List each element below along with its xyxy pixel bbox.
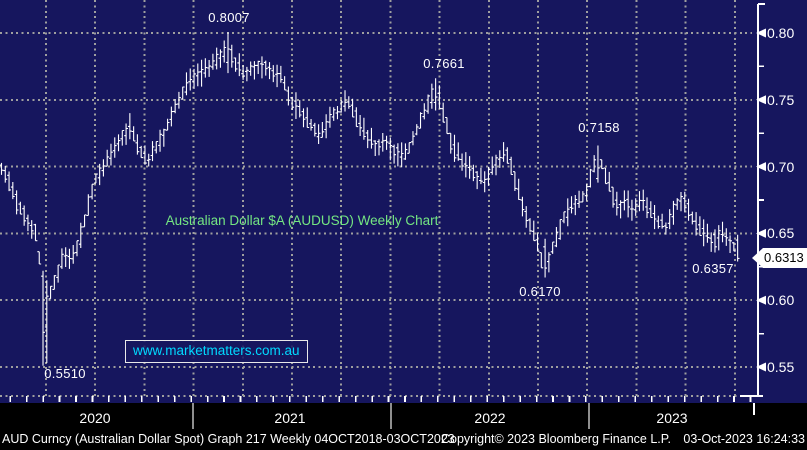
x-axis-year-label: 2022 <box>474 410 506 426</box>
footer-bar: AUD Curncy (Australian Dollar Spot) Grap… <box>0 432 807 448</box>
year-separator <box>192 403 194 429</box>
y-axis-label: 0.75 <box>767 91 795 108</box>
year-separator <box>588 403 590 429</box>
footer-instrument-text: AUD Curncy (Australian Dollar Spot) Grap… <box>2 432 455 446</box>
price-annotation: 0.6357 <box>692 261 734 276</box>
x-axis-area: 2020 2021 2022 2023 AUD Curncy (Australian … <box>0 403 807 450</box>
watermark-link-box[interactable]: www.marketmatters.com.au <box>125 340 308 363</box>
last-price-tag: 0.6313 <box>752 248 807 268</box>
price-annotation: 0.5510 <box>44 366 86 381</box>
x-axis-year-label: 2020 <box>79 410 111 426</box>
ohlc-price-chart <box>0 0 766 402</box>
footer-copyright-text: Copyright© 2023 Bloomberg Finance L.P. <box>441 432 671 446</box>
footer-timestamp: 03-Oct-2023 16:24:33 <box>683 432 805 446</box>
chart-title: Australian Dollar $A (AUDUSD) Weekly Cha… <box>165 213 439 228</box>
price-annotation: 0.8007 <box>208 10 250 25</box>
watermark-link-text: www.marketmatters.com.au <box>133 343 300 358</box>
y-axis-label: 0.65 <box>767 225 795 242</box>
last-price-value: 0.6313 <box>763 248 807 268</box>
chart-plot-area[interactable]: Australian Dollar $A (AUDUSD) Weekly Cha… <box>0 0 807 403</box>
year-separator <box>390 403 392 429</box>
y-axis-label: 0.70 <box>767 158 795 175</box>
y-axis-label: 0.55 <box>767 359 795 375</box>
price-annotation: 0.7661 <box>423 56 465 71</box>
x-axis-year-label: 2023 <box>656 410 688 426</box>
price-tag-pointer-icon <box>752 248 763 268</box>
x-axis-year-label: 2021 <box>274 410 306 426</box>
y-axis-label: 0.60 <box>767 292 795 309</box>
axis-end-tick <box>753 403 755 415</box>
y-axis-label: 0.80 <box>767 25 795 41</box>
price-annotation: 0.6170 <box>519 284 561 299</box>
price-annotation: 0.7158 <box>578 120 620 135</box>
